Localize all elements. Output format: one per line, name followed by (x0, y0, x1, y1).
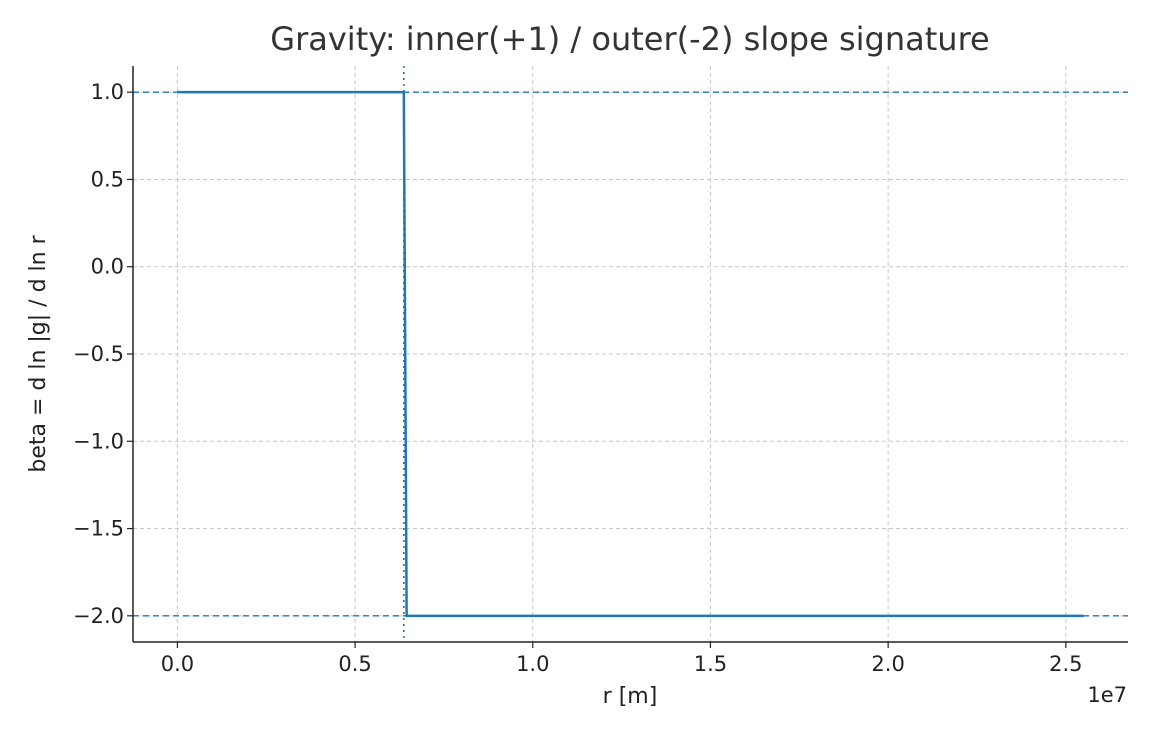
x-axis-label: r [m] (603, 684, 658, 709)
x-tick-label: 2.5 (1049, 652, 1082, 676)
y-tick-label: −1.5 (73, 517, 124, 541)
y-tick-label: 0.5 (91, 167, 124, 191)
series-layer (177, 90, 1084, 618)
chart-title: Gravity: inner(+1) / outer(-2) slope sig… (270, 20, 989, 58)
x-axis-offset-label: 1e7 (1087, 683, 1127, 707)
x-tick-label: 1.0 (516, 652, 549, 676)
series-line-beta (177, 90, 1084, 618)
y-tick-label: −2.0 (73, 604, 124, 628)
x-tick-label: 2.0 (871, 652, 904, 676)
x-tick-label: 1.5 (694, 652, 727, 676)
grid (133, 66, 1128, 642)
y-tick-label: 1.0 (91, 80, 124, 104)
y-tick-label: 0.0 (91, 255, 124, 279)
ticks: 0.0 0.5 1.0 1.5 2.0 2.5 1.0 0.5 0.0 −0.5 −1.0 −1.5 −… (73, 80, 1083, 676)
x-tick-label: 0.0 (161, 652, 194, 676)
x-tick-label: 0.5 (338, 652, 371, 676)
y-tick-label: −1.0 (73, 429, 124, 453)
y-tick-label: −0.5 (73, 342, 124, 366)
y-axis-label: beta = d ln |g| / d ln r (26, 234, 51, 472)
